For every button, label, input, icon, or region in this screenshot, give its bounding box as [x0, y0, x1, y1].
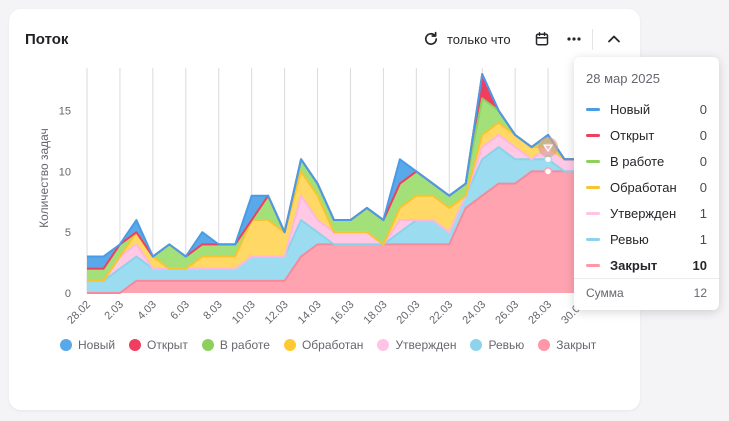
tooltip-series-swatch [586, 237, 600, 241]
tooltip-row: Закрыт 10 [586, 257, 707, 273]
y-axis-label: Количество задач [37, 128, 51, 228]
tooltip-series-value: 0 [699, 179, 707, 195]
chevron-up-icon [608, 35, 620, 43]
chart-tooltip: 28 мар 2025 Новый 0 Открыт 0 В работе 0 Обрабо… [574, 57, 719, 310]
x-tick-label: 28.03 [526, 299, 554, 327]
toolbar-divider [592, 29, 593, 50]
tooltip-divider [574, 278, 719, 279]
legend-dot [538, 339, 551, 351]
refresh-button[interactable]: только что [423, 29, 511, 49]
area-Ревью [87, 147, 581, 293]
calendar-icon [535, 32, 549, 46]
tooltip-row: Ревью 1 [586, 231, 707, 247]
x-tick-label: 16.03 [329, 299, 357, 327]
more-icon [567, 37, 581, 41]
tooltip-series-swatch [586, 107, 600, 111]
legend-item[interactable]: Новый [60, 338, 115, 352]
collapse-button[interactable] [606, 29, 622, 49]
hover-highlight [538, 137, 559, 158]
tooltip-sum-value: 12 [693, 286, 707, 300]
legend-label: Закрыт [556, 338, 597, 352]
legend-label: Утвержден [395, 338, 457, 352]
legend-dot [470, 339, 483, 351]
tooltip-series-label: Открыт [610, 127, 655, 143]
tooltip-series-label: Ревью [610, 231, 649, 247]
tooltip-row: Обработан 0 [586, 179, 707, 195]
y-tick-label: 10 [59, 166, 71, 178]
tooltip-sum: Сумма 12 [586, 286, 707, 300]
tooltip-sum-label: Сумма [586, 286, 624, 300]
y-tick-label: 5 [65, 227, 71, 239]
tooltip-series-value: 0 [699, 153, 707, 169]
x-tick-label: 28.02 [65, 299, 93, 327]
legend-item[interactable]: Ревью [470, 338, 524, 352]
legend-dot [60, 339, 72, 351]
tooltip-series-swatch [586, 263, 600, 267]
x-tick-label: 20.03 [395, 299, 423, 327]
y-tick-label: 0 [65, 288, 71, 300]
tooltip-series-swatch [586, 211, 600, 215]
tooltip-series-value: 0 [699, 127, 707, 143]
tooltip-series-swatch [586, 133, 600, 137]
tooltip-series-value: 1 [699, 205, 707, 221]
calendar-button[interactable] [534, 29, 550, 49]
tooltip-series-value: 10 [692, 257, 707, 273]
tooltip-date: 28 мар 2025 [586, 71, 661, 86]
refresh-icon [424, 31, 438, 45]
legend-item[interactable]: Обработан [283, 338, 364, 352]
legend-dot [129, 339, 142, 351]
tooltip-row: Новый 0 [586, 101, 707, 117]
x-tick-label: 26.03 [493, 299, 521, 327]
tooltip-row: В работе 0 [586, 153, 707, 169]
x-tick-label: 14.03 [296, 299, 324, 327]
legend-dot [377, 339, 390, 351]
x-tick-label: 22.03 [427, 299, 455, 327]
tooltip-series-label: Обработан [610, 179, 677, 195]
legend-dot [201, 339, 214, 351]
legend-label: Новый [78, 338, 116, 352]
tooltip-series-label: Утвержден [610, 205, 677, 221]
legend-item[interactable]: Открыт [129, 338, 188, 352]
legend-label: Открыт [147, 338, 188, 352]
x-tick-label: 12.03 [263, 299, 291, 327]
tooltip-series-swatch [586, 185, 600, 189]
hover-marker-icon [542, 144, 554, 153]
hover-marker [543, 167, 553, 176]
y-tick-label: 15 [59, 106, 71, 118]
tooltip-series-label: Новый [610, 101, 651, 117]
tooltip-series-label: Закрыт [610, 257, 658, 273]
line-Обработан [87, 121, 581, 282]
line-Новый [87, 73, 581, 258]
tooltip-row: Утвержден 1 [586, 205, 707, 221]
refresh-label: только что [447, 31, 511, 47]
tooltip-series-label: В работе [610, 153, 665, 169]
areas-group [87, 73, 581, 294]
legend-label: В работе [219, 338, 270, 352]
area-Закрыт [87, 171, 581, 293]
legend-label: Обработан [301, 338, 364, 352]
x-tick-label: 24.03 [460, 299, 488, 327]
legend-item[interactable]: В работе [201, 338, 270, 352]
x-tick-label: 6.03 [168, 299, 192, 323]
x-tick-label: 2.03 [102, 299, 126, 323]
legend-item[interactable]: Утвержден [377, 338, 456, 352]
x-tick-label: 10.03 [230, 299, 258, 327]
legend-item[interactable]: Закрыт [538, 338, 596, 352]
legend-dot [283, 339, 296, 351]
x-tick-label: 18.03 [362, 299, 390, 327]
tooltip-series-value: 0 [699, 101, 707, 117]
chart-legend: Новый Открыт В работе Обработан Утвержден Рев… [60, 338, 600, 352]
legend-label: Ревью [488, 338, 525, 352]
x-tick-label: 8.03 [201, 299, 225, 323]
more-button[interactable] [566, 29, 582, 49]
tooltip-series-value: 1 [699, 231, 707, 247]
x-tick-label: 4.03 [135, 299, 159, 323]
tooltip-row: Открыт 0 [586, 127, 707, 143]
tooltip-series-swatch [586, 159, 600, 163]
widget-title: Поток [25, 31, 69, 48]
